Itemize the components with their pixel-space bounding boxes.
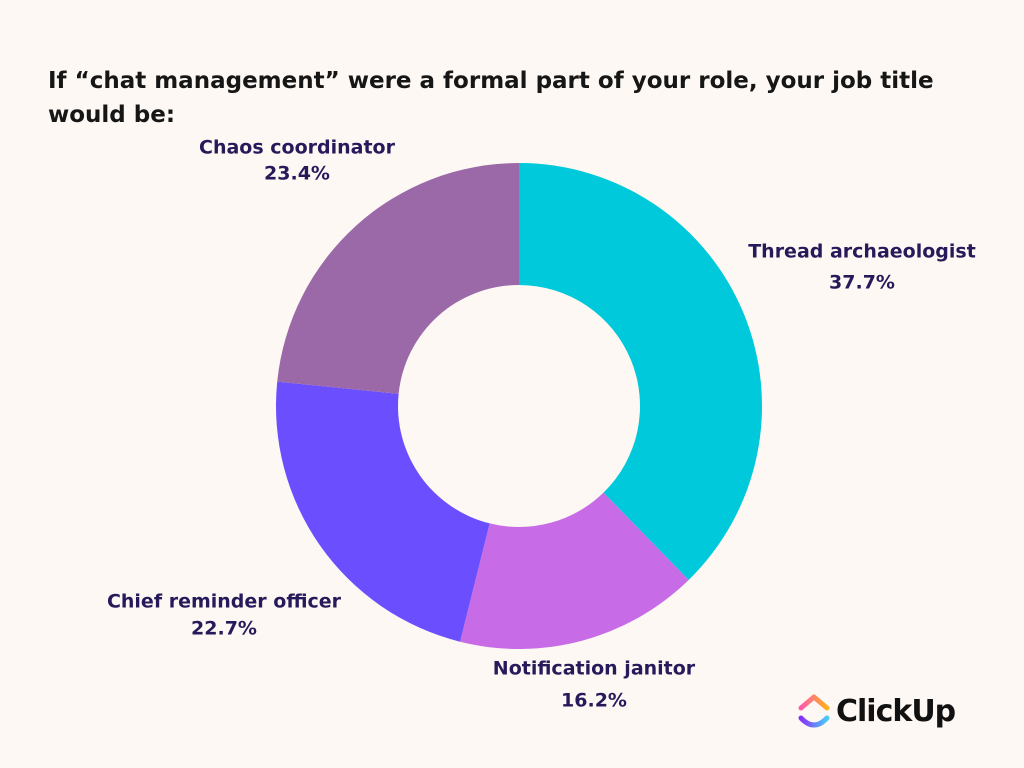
slice-value-label: 23.4%	[264, 163, 330, 185]
logo-icon	[798, 694, 830, 728]
donut-slice	[460, 492, 689, 649]
slice-label: Thread archaeologist	[748, 241, 976, 263]
slice-label: Chief reminder officer	[107, 591, 342, 613]
donut-slice	[276, 381, 490, 642]
slice-value-label: 37.7%	[829, 272, 895, 294]
donut-slice	[277, 163, 519, 394]
donut-slice	[519, 163, 762, 580]
logo-text: ClickUp	[836, 694, 956, 729]
slice-value-label: 22.7%	[191, 618, 257, 640]
slice-label: Chaos coordinator	[199, 137, 396, 159]
slice-label: Notification janitor	[493, 658, 696, 680]
chart-title: If “chat management” were a formal part …	[48, 68, 934, 128]
slice-value-label: 16.2%	[561, 690, 627, 712]
